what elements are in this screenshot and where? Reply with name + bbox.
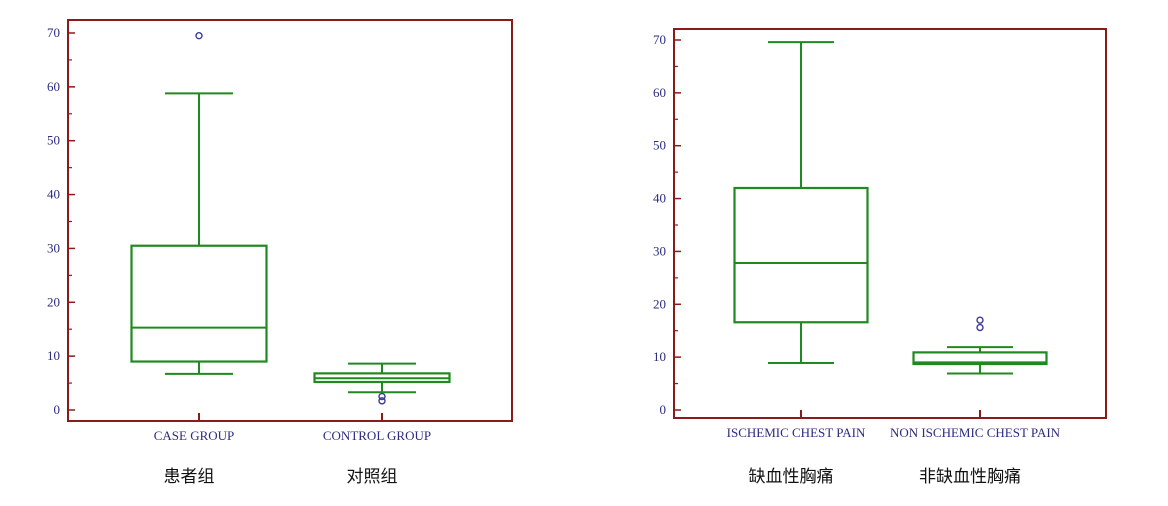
y-tick-label: 10: [653, 349, 666, 364]
box-control-group: CONTROL GROUP 对照组: [313, 362, 451, 487]
outlier-point: [976, 323, 984, 332]
category-label-cn: 缺血性胸痛: [749, 467, 834, 487]
category-label: ISCHEMIC CHEST PAIN: [727, 425, 866, 440]
iqr-box: [733, 186, 869, 324]
y-tick-label: 40: [47, 187, 60, 202]
category-label-cn: 对照组: [347, 467, 398, 487]
y-tick-label: 20: [653, 296, 666, 311]
category-label: CONTROL GROUP: [323, 428, 431, 443]
box-non-ischemic-chest-pain: NON ISCHEMIC CHEST PAIN 非缺血性胸痛: [890, 316, 1061, 487]
y-tick-label: 10: [47, 348, 60, 363]
iqr-box: [912, 351, 1048, 366]
plot-frame: [673, 28, 1107, 419]
y-tick-label: 60: [47, 79, 60, 94]
y-tick-label: 30: [47, 240, 60, 255]
category-label: NON ISCHEMIC CHEST PAIN: [890, 425, 1061, 440]
y-tick-label: 30: [653, 243, 666, 258]
y-tick-label: 50: [47, 133, 60, 148]
y-tick-label: 50: [653, 138, 666, 153]
y-tick-label: 60: [653, 85, 666, 100]
category-label: CASE GROUP: [154, 428, 235, 443]
chart-2: 0 10 20 30 40 50 60 70 ISCHEMIC CHEST PAIN 缺血性胸痛 N…: [653, 28, 1107, 487]
y-tick-label: 0: [54, 402, 61, 417]
box-ischemic-chest-pain: ISCHEMIC CHEST PAIN 缺血性胸痛: [727, 41, 869, 487]
outlier-point: [195, 31, 203, 40]
box-case-group: CASE GROUP 患者组: [130, 31, 268, 487]
y-tick-label: 0: [660, 402, 667, 417]
outlier-point: [976, 316, 984, 324]
category-label-cn: 患者组: [164, 467, 215, 487]
y-tick-label: 20: [47, 294, 60, 309]
iqr-box: [130, 244, 268, 363]
outlier-point: [378, 392, 386, 401]
y-tick-label: 70: [653, 32, 666, 47]
outlier-point: [378, 397, 386, 405]
y-tick-label: 70: [47, 25, 60, 40]
plot-frame: [67, 19, 513, 422]
category-label-cn: 非缺血性胸痛: [919, 467, 1021, 487]
y-tick-label: 40: [653, 191, 666, 206]
chart-1: 0 10 20 30 40 50 60 70 CASE GROUP 患者组 CONTROL GROU…: [47, 19, 513, 487]
